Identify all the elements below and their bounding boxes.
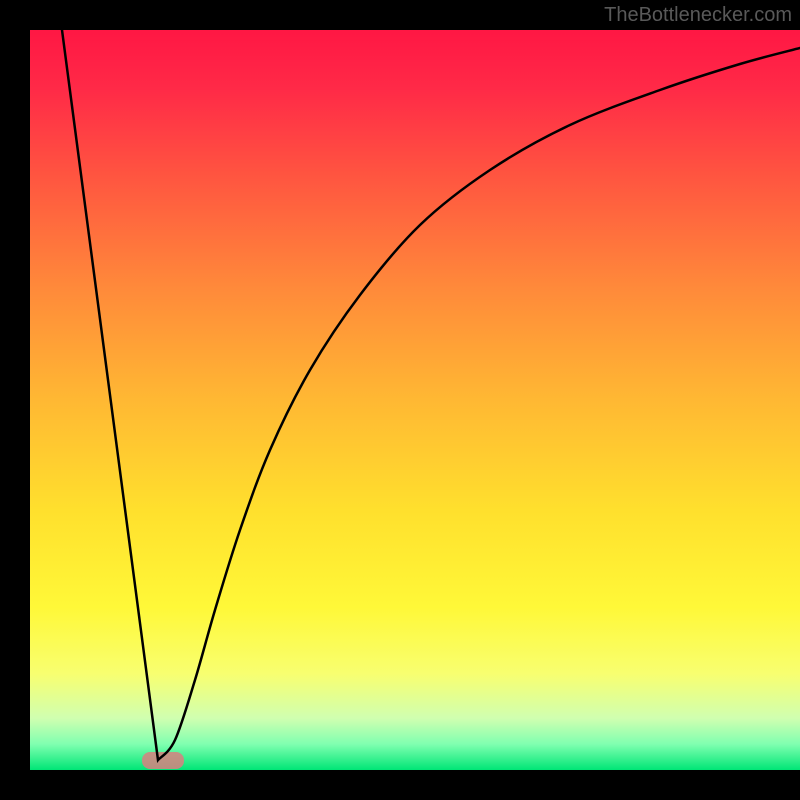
chart-container: TheBottlenecker.com <box>0 0 800 800</box>
watermark-text: TheBottlenecker.com <box>604 4 792 27</box>
bottleneck-chart <box>0 0 800 800</box>
